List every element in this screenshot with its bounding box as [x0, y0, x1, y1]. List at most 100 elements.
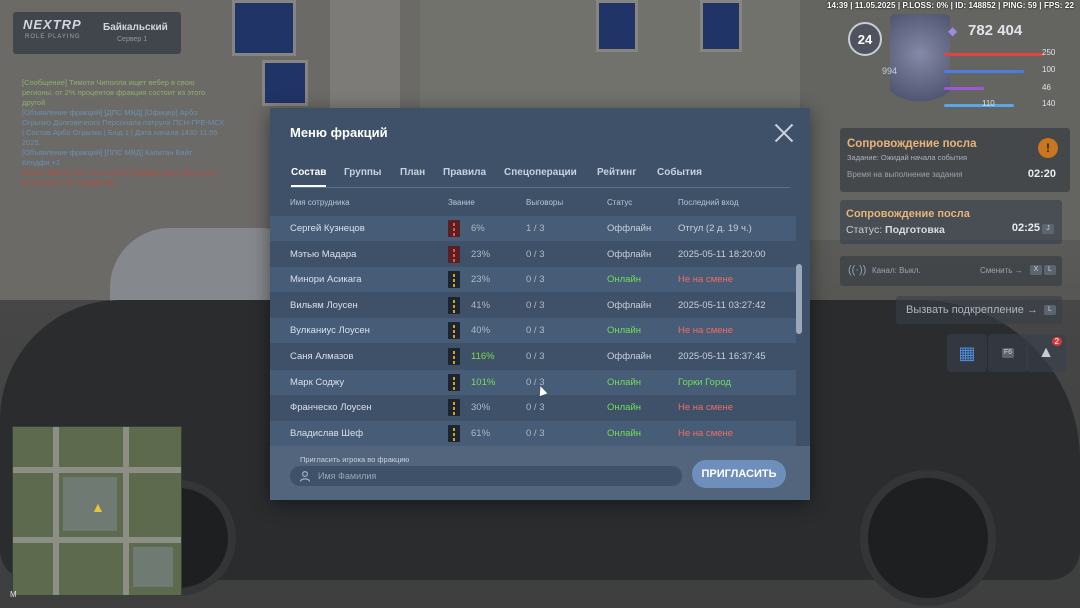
building-pillar	[330, 0, 400, 110]
hotkey-badge: F6	[1001, 348, 1015, 358]
map-road	[13, 467, 181, 473]
rank-progress: 23%	[471, 248, 491, 260]
table-row[interactable]: Франческо Лоусен 30% 0 / 3 Онлайн Не на смен…	[270, 395, 796, 420]
rank-insignia-icon	[448, 271, 460, 289]
money-icon: ◆	[948, 24, 958, 38]
server-logo-sub: ROLE PLAYING	[25, 34, 81, 40]
rank-progress: 116%	[471, 351, 495, 362]
table-row[interactable]: Сергей Кузнецов 6% 1 / 3 Оффлайн Отгул (2 д.…	[270, 216, 796, 241]
col-name[interactable]: Имя сотрудника	[290, 198, 350, 207]
chat-line: по причине: ПГ, стадия №1	[22, 178, 117, 187]
hotkey-badge: L	[1043, 305, 1056, 315]
user-icon	[299, 470, 311, 482]
col-status[interactable]: Статус	[607, 198, 633, 207]
col-reprimands[interactable]: Выговоры	[526, 198, 564, 207]
reprimands-value: 0 / 3	[526, 274, 545, 286]
tab-groups[interactable]: Группы	[344, 167, 382, 178]
task-timer-label: Время на выполнение задания	[847, 170, 963, 179]
escort-status-panel: Сопровождение посла Статус: Подготовка 0…	[840, 200, 1062, 244]
rank-progress: 41%	[471, 299, 491, 311]
tab-composition[interactable]: Состав	[291, 167, 327, 187]
building-window	[232, 0, 296, 56]
building-window	[596, 0, 638, 52]
task-title: Сопровождение посла	[846, 208, 970, 220]
last-login: Не на смене	[678, 427, 734, 439]
invite-name-input[interactable]	[290, 466, 682, 486]
member-name: Франческо Лоусен	[290, 402, 372, 414]
faction-menu-dialog: Меню фракций Состав Группы План Правила …	[270, 108, 810, 500]
notifications-button[interactable]: ▲ 2	[1026, 334, 1066, 372]
chat-line: [Объявление фракций] [ППС МВД] Капитан В…	[22, 148, 193, 157]
members-table: Сергей Кузнецов 6% 1 / 3 Оффлайн Отгул (2 д.…	[270, 214, 810, 446]
tab-special-ops[interactable]: Спецоперации	[504, 167, 577, 178]
player-stats-hud: 24 ◆ 782 404 994 250 100 46 110 140	[840, 14, 1072, 124]
radio-switch-label: Сменить →	[980, 266, 1023, 275]
bell-icon: ▲	[1038, 344, 1054, 361]
member-name: Марк Соджу	[290, 376, 345, 388]
last-login: 2025-05-11 16:37:45	[678, 351, 766, 362]
close-icon[interactable]	[774, 123, 794, 143]
health-value: 250	[1042, 48, 1056, 57]
money-value: 782 404	[968, 22, 1023, 39]
radio-channel: Канал: Выкл.	[872, 266, 921, 275]
rank-insignia-icon	[448, 348, 460, 365]
map-block	[63, 477, 117, 531]
building-window	[700, 0, 742, 52]
rank-insignia-icon	[448, 322, 460, 340]
member-name: Минори Асикага	[290, 274, 362, 286]
rank-insignia-icon	[448, 296, 460, 314]
notification-count: 2	[1051, 337, 1062, 346]
rank-insignia-icon	[448, 220, 460, 237]
member-status: Онлайн	[607, 274, 642, 286]
chat-line: Огрызко Долговечного Персонала патруля П…	[22, 118, 225, 127]
rank-insignia-icon	[448, 399, 460, 417]
table-header: Имя сотрудника Звание Выговоры Статус По…	[290, 198, 790, 214]
task-status: Статус: Подготовка	[846, 224, 945, 236]
tab-rules[interactable]: Правила	[443, 167, 487, 178]
map-road	[123, 427, 129, 595]
table-row[interactable]: Вулканиус Лоусен 40% 0 / 3 Онлайн Не на смен…	[270, 318, 796, 344]
member-status: Онлайн	[607, 325, 642, 337]
tab-rating[interactable]: Рейтинг	[597, 167, 637, 178]
chat-line: другой	[22, 98, 46, 107]
map-block	[133, 547, 173, 587]
tab-plan[interactable]: План	[400, 167, 426, 178]
chat-log: [Сообщение] Тимоти Чиполла ищет вебер в …	[22, 78, 262, 188]
tab-events[interactable]: События	[657, 167, 702, 178]
server-logo-panel: NEXTRP ROLE PLAYING Байкальский Сервер 1	[13, 12, 181, 54]
col-rank[interactable]: Звание	[448, 198, 475, 207]
calendar-button[interactable]: ▦	[947, 334, 987, 372]
minimap[interactable]: ▲	[12, 426, 182, 596]
health-bar	[944, 53, 1044, 56]
phone-button[interactable]: F6	[988, 334, 1028, 372]
rank-progress: 101%	[471, 376, 496, 388]
col-last-login[interactable]: Последний вход	[678, 198, 739, 207]
reprimands-value: 0 / 3	[526, 351, 545, 362]
building-window	[262, 60, 308, 106]
chat-line: 2025.	[22, 138, 41, 147]
call-backup-button[interactable]: Вызвать подкрепление → L	[896, 296, 1062, 324]
chat-line: Кендфи +1	[22, 158, 61, 167]
armor-value: 100	[1042, 65, 1056, 74]
table-scrollbar[interactable]	[796, 264, 802, 334]
map-road	[13, 537, 181, 543]
table-row[interactable]: Владислав Шеф 61% 0 / 3 Онлайн Не на смене	[270, 420, 796, 446]
table-row[interactable]: Вильям Лоусен 41% 0 / 3 Оффлайн 2025-05-11 0…	[270, 293, 796, 318]
invite-button[interactable]: ПРИГЛАСИТЬ	[692, 460, 786, 488]
task-status-value: Подготовка	[885, 224, 945, 236]
tab-bar: Состав Группы План Правила Спецоперации …	[290, 167, 790, 188]
member-name: Сергей Кузнецов	[290, 223, 365, 234]
table-row[interactable]: Мэтью Мадара 23% 0 / 3 Оффлайн 2025-05-11 18…	[270, 242, 796, 267]
task-title: Сопровождение посла	[847, 138, 977, 150]
member-status: Оффлайн	[607, 248, 652, 260]
invite-footer: Пригласить игрока во фракцию ПРИГЛАСИТЬ	[270, 446, 810, 500]
invite-label: Пригласить игрока во фракцию	[300, 455, 410, 464]
table-row[interactable]: Минори Асикага 23% 0 / 3 Онлайн Не на смене	[270, 267, 796, 293]
rank-progress: 30%	[471, 402, 491, 414]
map-hotkey: M	[10, 590, 17, 599]
reprimands-value: 1 / 3	[526, 223, 545, 234]
table-row[interactable]: Марк Соджу 101% 0 / 3 Онлайн Горки Город	[270, 369, 796, 395]
rank-progress: 23%	[471, 274, 491, 286]
stat-value: 110	[982, 99, 995, 108]
table-row[interactable]: Саня Алмазов 116% 0 / 3 Оффлайн 2025-05-11 1…	[270, 344, 796, 369]
